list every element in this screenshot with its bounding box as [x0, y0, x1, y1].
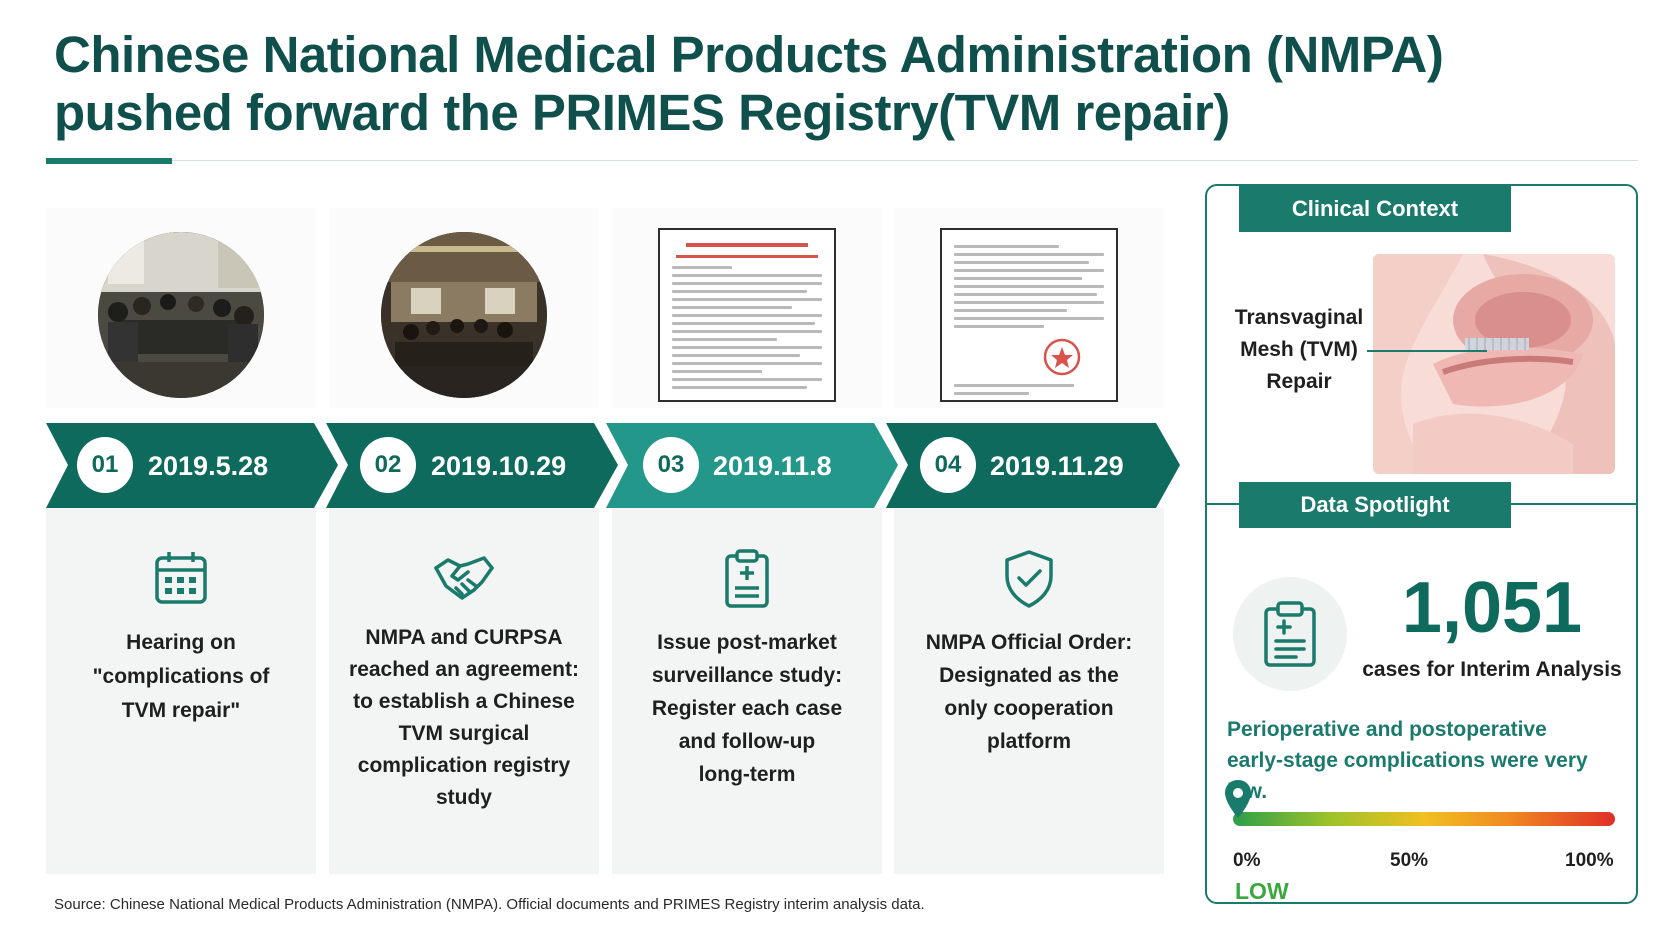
step-4-description: NMPA Official Order: Designated as the o… [904, 626, 1154, 758]
step-3-text-line: surveillance study: [651, 664, 843, 687]
handshake-icon [432, 546, 496, 610]
page-title-line-1: Chinese National Medical Products Admini… [54, 26, 1444, 83]
step-1-date: 2019.5.28 [148, 451, 269, 481]
step-1-text-line: "complications of [92, 665, 270, 688]
timeline-step-4: NMPA Official Order: Designated as the o… [894, 208, 1164, 874]
pelvic-anatomy-illustration [1373, 254, 1615, 474]
official-document-2 [940, 228, 1118, 402]
tvm-leader-line [1367, 350, 1487, 352]
step-2-number: 02 [360, 437, 416, 493]
step-2-text-line: TVM surgical [398, 722, 530, 745]
complication-scale-bar [1233, 812, 1615, 826]
complications-note: Perioperative and postoperative early-st… [1227, 714, 1632, 807]
official-document-1 [658, 228, 836, 402]
step-3-card: Issue post-market surveillance study: Re… [612, 508, 882, 874]
step-1-description: Hearing on "complications of TVM repair" [56, 626, 306, 728]
step-2-photo-area [329, 208, 599, 408]
step-4-text-line: NMPA Official Order: [925, 631, 1133, 654]
tvm-label-line: Mesh (TVM) [1240, 338, 1358, 361]
timeline-step-2: NMPA and CURPSA reached an agreement: to… [329, 208, 599, 874]
step-1-text-line: Hearing on [126, 631, 236, 654]
step-2-card: NMPA and CURPSA reached an agreement: to… [329, 508, 599, 874]
step-3-text-line: Issue post-market [657, 631, 837, 654]
step-3-date: 2019.11.8 [713, 451, 832, 481]
step-2-text-line: complication registry [357, 754, 571, 777]
tvm-repair-label: Transvaginal Mesh (TVM) Repair [1229, 302, 1369, 398]
step-1-number: 01 [77, 437, 133, 493]
step-4-text-line: Designated as the [939, 664, 1119, 687]
clinical-context-tab: Clinical Context [1239, 186, 1511, 232]
scale-tick-0: 0% [1233, 850, 1261, 871]
step-4-number: 04 [920, 437, 976, 493]
step-3-photo-area [612, 208, 882, 408]
shield-check-icon [997, 546, 1061, 610]
tvm-label-line: Repair [1266, 370, 1332, 393]
step-4-photo-area [894, 208, 1164, 408]
step-4-text-line: only cooperation [944, 697, 1114, 720]
step-2-date: 2019.10.29 [431, 451, 567, 481]
step-2-text-line: NMPA and CURPSA [365, 626, 563, 649]
case-count-caption: cases for Interim Analysis [1362, 658, 1622, 681]
complications-note-line: early-stage complications were very low. [1227, 749, 1588, 803]
tvm-label-line: Transvaginal [1234, 306, 1364, 329]
map-pin-icon [1223, 778, 1253, 822]
timeline: Hearing on "complications of TVM repair" [46, 208, 1191, 874]
source-note: Source: Chinese National Medical Product… [54, 896, 925, 913]
clipboard-list-icon [1233, 577, 1347, 691]
side-panel: Clinical Context Transvaginal Mesh (TVM)… [1205, 184, 1638, 904]
official-seal-icon [1043, 338, 1081, 376]
complications-note-line: Perioperative and postoperative [1227, 718, 1547, 741]
step-3-text-line: long-term [698, 763, 796, 786]
title-accent-bar [46, 158, 172, 164]
page-title-line-2: pushed forward the PRIMES Registry(TVM r… [54, 84, 1230, 141]
step-4-card: NMPA Official Order: Designated as the o… [894, 508, 1164, 874]
step-3-text-line: and follow-up [678, 730, 816, 753]
step-1-text-line: TVM repair" [121, 699, 241, 722]
data-spotlight-tab: Data Spotlight [1239, 482, 1511, 528]
step-1-photo-area [46, 208, 316, 408]
medical-clipboard-icon [715, 546, 779, 610]
step-4-text-line: platform [987, 730, 1071, 753]
scale-tick-50: 50% [1390, 850, 1429, 871]
page-title: Chinese National Medical Products Admini… [54, 26, 1554, 142]
step-2-text-line: study [435, 786, 492, 809]
step-3-description: Issue post-market surveillance study: Re… [622, 626, 872, 791]
step-2-text-line: reached an agreement: [349, 658, 579, 681]
step-3-text-line: Register each case [651, 697, 843, 720]
case-count-value: 1,051 [1401, 568, 1583, 648]
step-2-description: NMPA and CURPSA reached an agreement: to… [339, 622, 589, 814]
step-1-card: Hearing on "complications of TVM repair" [46, 508, 316, 874]
meeting-photo-2 [381, 232, 547, 398]
scale-marker-label: LOW [1235, 878, 1289, 904]
step-4-date: 2019.11.29 [990, 451, 1124, 481]
meeting-photo-1 [98, 232, 264, 398]
scale-tick-100: 100% [1565, 850, 1614, 871]
step-3-number: 03 [643, 437, 699, 493]
timeline-arrow-band: 01 2019.5.28 02 2019.10.29 03 2019.11.8 … [46, 423, 1191, 508]
step-2-text-line: to establish a Chinese [353, 690, 575, 713]
timeline-step-1: Hearing on "complications of TVM repair" [46, 208, 316, 874]
title-divider [46, 160, 1638, 161]
timeline-step-3: Issue post-market surveillance study: Re… [612, 208, 882, 874]
calendar-icon [149, 546, 213, 610]
